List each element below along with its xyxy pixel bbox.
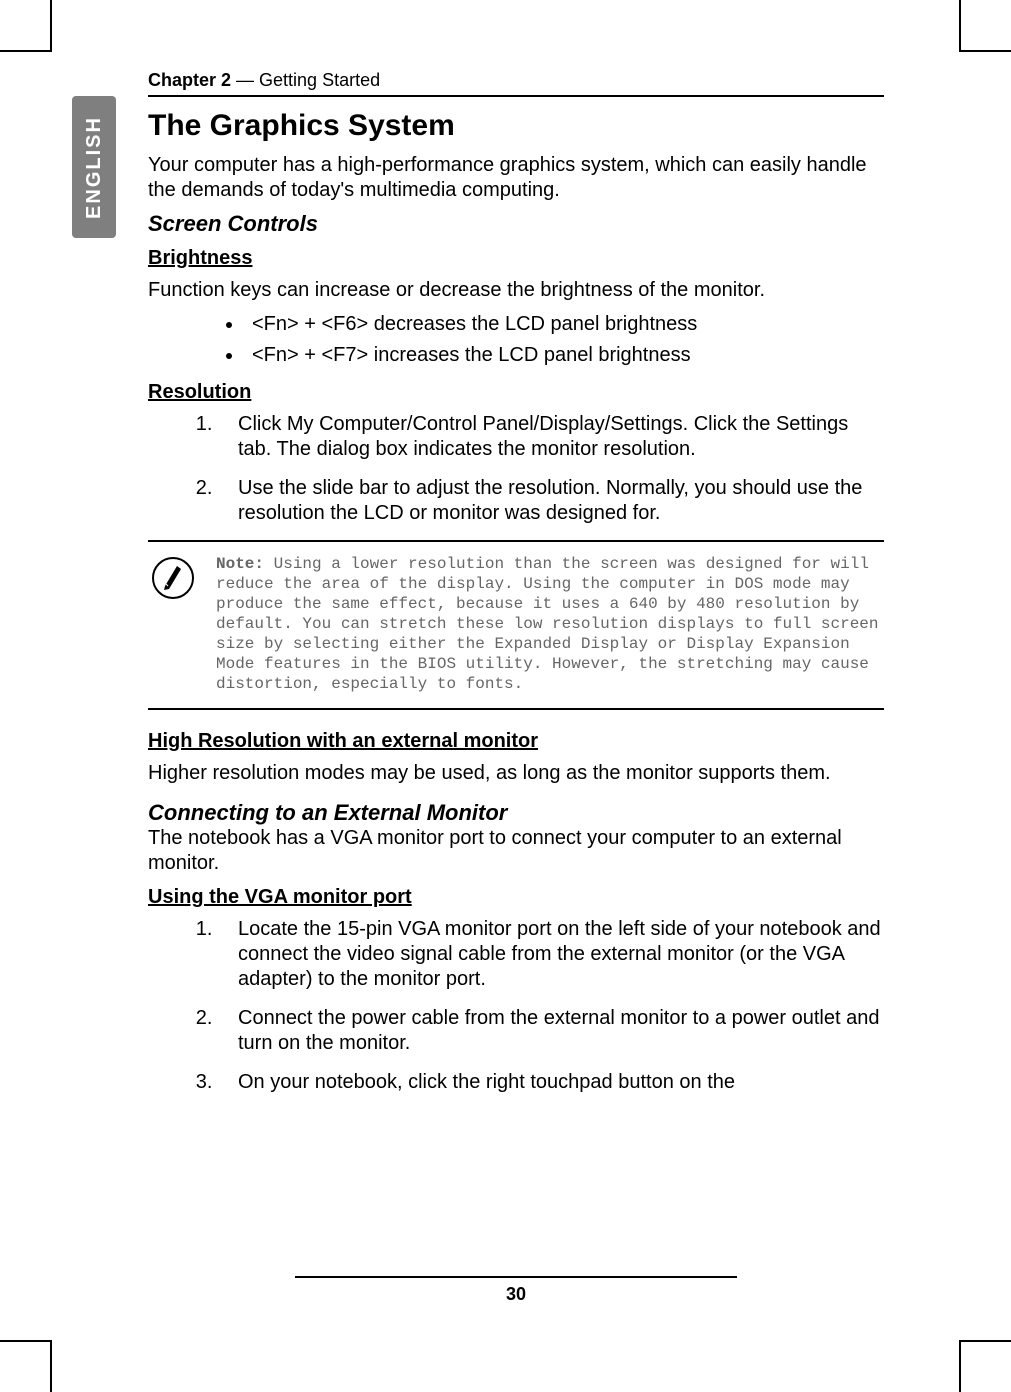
list-item: Use the slide bar to adjust the resoluti… [218,476,884,526]
note-body: Using a lower resolution than the screen… [216,555,879,693]
crop-mark [959,0,961,52]
section-external-monitor: Connecting to an External Monitor [148,800,884,826]
vga-steps: Locate the 15-pin VGA monitor port on th… [218,917,884,1095]
language-tab-label: ENGLISH [83,116,106,219]
list-item: Click My Computer/Control Panel/Display/… [218,412,884,462]
page-title: The Graphics System [148,109,884,143]
subsection-resolution: Resolution [148,381,884,404]
list-item: On your notebook, click the right touchp… [218,1070,884,1095]
page-number: 30 [148,1284,884,1305]
pen-note-icon [148,554,198,694]
footer-rule [295,1276,737,1278]
note-lead: Note: [216,555,264,573]
page-content: Chapter 2 — Getting Started The Graphics… [148,70,884,1109]
crop-mark [0,1340,52,1342]
ext-monitor-intro: The notebook has a VGA monitor port to c… [148,826,884,876]
page-footer: 30 [148,1276,884,1305]
chapter-title: — Getting Started [231,70,380,90]
subsection-vga-port: Using the VGA monitor port [148,886,884,909]
list-item: Connect the power cable from the externa… [218,1006,884,1056]
crop-mark [50,0,52,52]
crop-mark [0,50,52,52]
section-screen-controls: Screen Controls [148,211,884,237]
brightness-paragraph: Function keys can increase or decrease t… [148,278,884,303]
list-item: <Fn> + <F6> decreases the LCD panel brig… [244,311,884,338]
resolution-steps: Click My Computer/Control Panel/Display/… [218,412,884,526]
note-text: Note: Using a lower resolution than the … [216,554,884,694]
list-item: <Fn> + <F7> increases the LCD panel brig… [244,342,884,369]
subsection-brightness: Brightness [148,247,884,270]
note-block: Note: Using a lower resolution than the … [148,540,884,710]
subsection-high-res: High Resolution with an external monitor [148,730,884,753]
list-item: Locate the 15-pin VGA monitor port on th… [218,917,884,992]
chapter-number: Chapter 2 [148,70,231,90]
crop-mark [50,1340,52,1392]
crop-mark [959,1340,1011,1342]
intro-paragraph: Your computer has a high-performance gra… [148,153,884,203]
chapter-header: Chapter 2 — Getting Started [148,70,884,97]
brightness-list: <Fn> + <F6> decreases the LCD panel brig… [244,311,884,369]
crop-mark [959,1340,961,1392]
language-tab: ENGLISH [72,96,116,238]
high-res-paragraph: Higher resolution modes may be used, as … [148,761,884,786]
crop-mark [959,50,1011,52]
